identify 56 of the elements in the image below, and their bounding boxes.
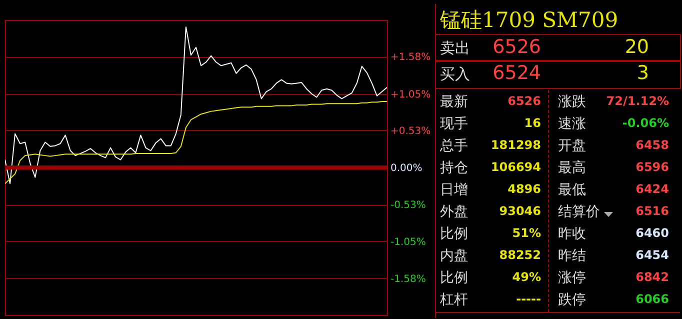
text: 跌停 (558, 291, 586, 309)
text: 6424 (636, 182, 669, 196)
text: 外盘 (440, 203, 468, 221)
text: 106694 (490, 160, 541, 174)
text: 72/1.12% (606, 94, 669, 108)
text: 昨结 (558, 247, 586, 265)
text: 6066 (636, 292, 669, 306)
text: 速涨 (558, 115, 586, 133)
text: 6454 (636, 248, 669, 262)
text: -0.06% (622, 116, 669, 130)
text: 最新 (440, 93, 468, 111)
text: 93046 (499, 204, 541, 218)
text: 买入 (440, 65, 470, 84)
line-series (5, 26, 387, 184)
text: 比例 (440, 225, 468, 243)
text: 6842 (636, 270, 669, 284)
text: 现手 (440, 115, 468, 133)
y-tick-label: 0.00% (390, 163, 422, 174)
y-tick-label: -0.53% (390, 200, 426, 212)
text: 最低 (558, 181, 586, 199)
text: 20 (624, 36, 649, 58)
text: 49% (512, 270, 541, 284)
text: ----- (516, 292, 541, 306)
text: 涨跌 (558, 93, 586, 111)
y-tick-label: +1.58% (390, 52, 431, 64)
text: 内盘 (440, 247, 468, 265)
text: 6526 (508, 94, 541, 108)
text: 6516 (636, 204, 669, 218)
text: 6458 (636, 138, 669, 152)
text: 昨收 (558, 225, 586, 243)
y-tick-label: -1.58% (390, 274, 426, 285)
text: 6460 (636, 226, 669, 240)
y-tick-label: -1.05% (390, 236, 426, 248)
text: 6526 (492, 36, 541, 58)
text: 结算价 (558, 203, 600, 221)
text: 开盘 (558, 137, 586, 155)
text: 最高 (558, 159, 586, 177)
text: 总手 (440, 137, 468, 155)
text: 6596 (636, 160, 669, 174)
text: 卖出 (440, 39, 470, 58)
text: 88252 (499, 248, 541, 262)
text: 杠杆 (440, 291, 468, 309)
text: 6524 (492, 62, 541, 84)
text: 锰硅1709 SM709 (440, 7, 618, 34)
text: 持仓 (440, 159, 468, 177)
text: 日增 (440, 181, 468, 199)
text: 16 (524, 116, 541, 130)
text: 51% (512, 226, 541, 240)
text: 3 (636, 62, 649, 84)
text: 4896 (508, 182, 541, 196)
text: 比例 (440, 269, 468, 287)
text: 181298 (490, 138, 541, 152)
y-tick-label: +0.53% (390, 126, 431, 137)
y-tick-label: +1.05% (390, 89, 431, 100)
text: 涨停 (558, 269, 586, 287)
line-series (5, 100, 387, 184)
